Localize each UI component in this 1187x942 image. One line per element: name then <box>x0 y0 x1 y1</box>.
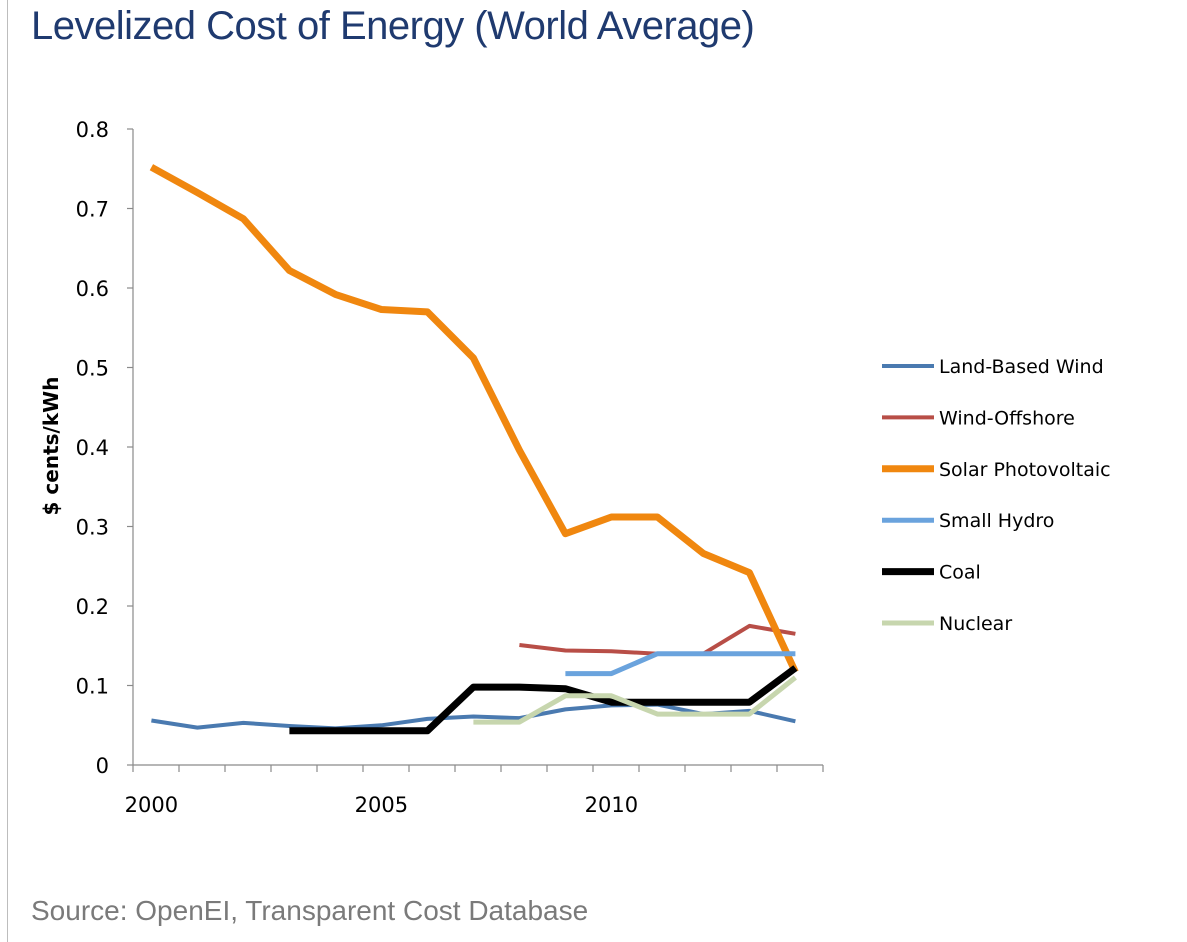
legend-label-wind-offshore: Wind-Offshore <box>939 407 1075 429</box>
y-tick-label: 0.6 <box>76 277 109 301</box>
y-tick-label: 0.7 <box>76 198 109 222</box>
series-line-solar-photovoltaic <box>149 164 799 674</box>
series-line-coal <box>289 665 798 735</box>
y-axis-label: $ cents/kWh <box>39 377 63 516</box>
y-tick-label: 0.2 <box>76 595 109 619</box>
chart-legend: Land-Based Wind Wind-Offshore Solar Photov… <box>882 356 1111 635</box>
y-tick-label: 0.5 <box>76 357 109 381</box>
series-line-nuclear <box>473 675 797 725</box>
x-tick-label: 2010 <box>585 793 638 817</box>
chart-axes: 0 0.1 0.2 0.3 0.4 0.5 0.6 0.7 0.8 2000 2005 2010 <box>76 118 824 817</box>
series-line-land-based-wind <box>151 702 796 731</box>
source-note: Source: OpenEI, Transparent Cost Databas… <box>31 895 589 926</box>
legend-label-land-based-wind: Land-Based Wind <box>939 356 1104 378</box>
series-line-wind-offshore <box>519 623 796 656</box>
y-tick-label: 0.1 <box>76 675 109 699</box>
x-tick-label: 2005 <box>355 793 408 817</box>
left-border-rule <box>7 0 8 942</box>
legend-label-solar-photovoltaic: Solar Photovoltaic <box>939 459 1111 481</box>
page-title: Levelized Cost of Energy (World Average) <box>31 4 755 48</box>
y-tick-label: 0.8 <box>76 118 109 142</box>
chart-series <box>149 164 799 735</box>
y-tick-label: 0 <box>96 754 109 778</box>
series-line-small-hydro <box>565 651 796 677</box>
x-tick-label: 2000 <box>125 793 178 817</box>
y-tick-label: 0.4 <box>76 436 109 460</box>
legend-label-nuclear: Nuclear <box>939 613 1012 635</box>
legend-label-small-hydro: Small Hydro <box>939 510 1054 532</box>
y-tick-label: 0.3 <box>76 516 109 540</box>
legend-label-coal: Coal <box>939 562 981 584</box>
